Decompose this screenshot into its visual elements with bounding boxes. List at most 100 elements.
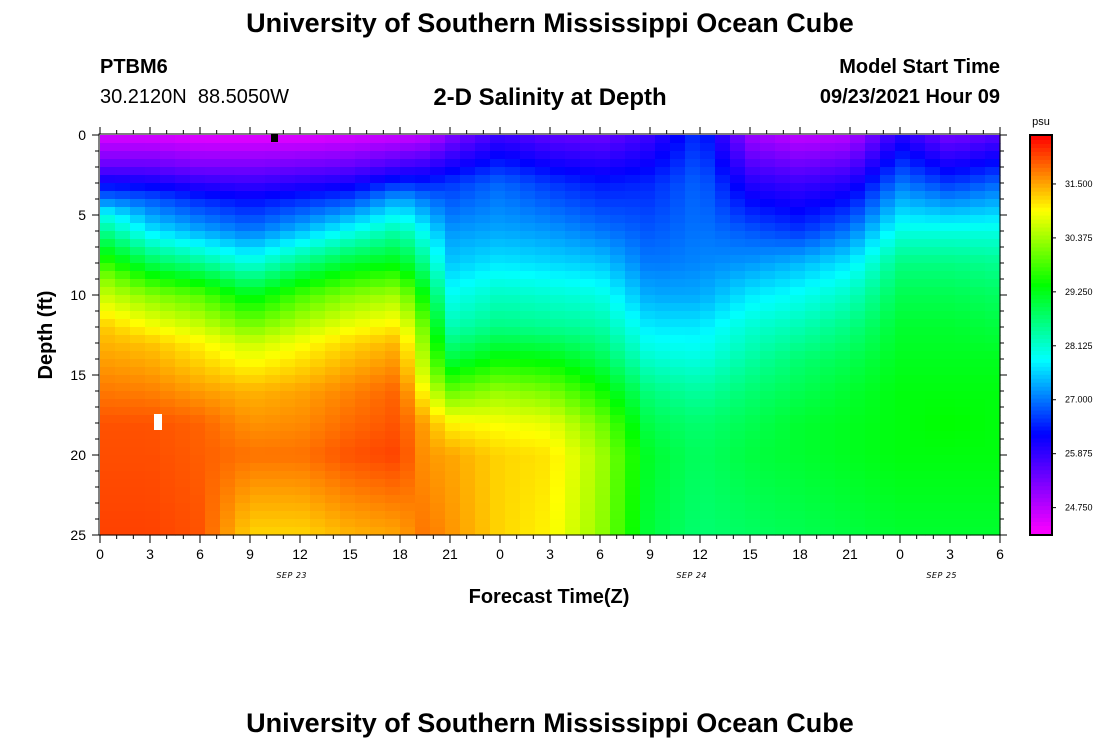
heatmap-cell [535, 255, 551, 264]
heatmap-cell [490, 303, 506, 312]
heatmap-cell [685, 407, 701, 416]
heatmap-cell [580, 279, 596, 288]
colorbar-segment [1031, 530, 1051, 535]
heatmap-cell [220, 367, 236, 376]
heatmap-cell [415, 335, 431, 344]
heatmap-cell [235, 351, 251, 360]
heatmap-cell [400, 423, 416, 432]
heatmap-cell [685, 199, 701, 208]
heatmap-cell [610, 175, 626, 184]
heatmap-cell [490, 143, 506, 152]
heatmap-cell [565, 527, 581, 536]
heatmap-cell [835, 143, 851, 152]
heatmap-cell [805, 255, 821, 264]
heatmap-cell [250, 319, 266, 328]
heatmap-cell [355, 255, 371, 264]
heatmap-cell [730, 335, 746, 344]
heatmap-cell [595, 183, 611, 192]
heatmap-cell [595, 319, 611, 328]
heatmap-cell [985, 167, 1001, 176]
colorbar-segment [1031, 203, 1051, 209]
heatmap-cell [535, 383, 551, 392]
heatmap-cell [895, 247, 911, 256]
heatmap-cell [940, 247, 956, 256]
heatmap-cell [505, 383, 521, 392]
heatmap-cell [340, 167, 356, 176]
heatmap-cell [925, 143, 941, 152]
heatmap-cell [205, 175, 221, 184]
heatmap-cell [310, 223, 326, 232]
colorbar-segment [1031, 382, 1051, 388]
heatmap-cell [775, 391, 791, 400]
heatmap-cell [490, 215, 506, 224]
heatmap-cell [760, 231, 776, 240]
heatmap-cell [490, 279, 506, 288]
heatmap-cell [535, 439, 551, 448]
heatmap-cell [910, 263, 926, 272]
heatmap-cell [805, 287, 821, 296]
heatmap-cell [280, 495, 296, 504]
heatmap-cell [655, 479, 671, 488]
heatmap-cell [370, 471, 386, 480]
heatmap-cell [475, 447, 491, 456]
x-tick-label: 18 [392, 546, 408, 562]
heatmap-cell [715, 143, 731, 152]
heatmap-cell [580, 431, 596, 440]
heatmap-cell [835, 415, 851, 424]
heatmap-cell [340, 367, 356, 376]
heatmap-cell [415, 399, 431, 408]
heatmap-cell [190, 463, 206, 472]
heatmap-cell [490, 295, 506, 304]
heatmap-cell [925, 207, 941, 216]
heatmap-cell [220, 463, 236, 472]
heatmap-cell [820, 327, 836, 336]
heatmap-cell [640, 327, 656, 336]
heatmap-cell [595, 239, 611, 248]
heatmap-cell [670, 159, 686, 168]
heatmap-cell [775, 359, 791, 368]
heatmap-cell [895, 367, 911, 376]
heatmap-cell [625, 431, 641, 440]
heatmap-cell [235, 223, 251, 232]
heatmap-cell [970, 151, 986, 160]
heatmap-cell [115, 391, 131, 400]
heatmap-cell [370, 151, 386, 160]
heatmap-cell [520, 463, 536, 472]
heatmap-cell [190, 479, 206, 488]
heatmap-cell [685, 135, 701, 144]
heatmap-cell [880, 463, 896, 472]
heatmap-cell [745, 183, 761, 192]
heatmap-cell [685, 471, 701, 480]
heatmap-cell [970, 415, 986, 424]
heatmap-cell [190, 471, 206, 480]
heatmap-cell [835, 503, 851, 512]
heatmap-cell [505, 335, 521, 344]
heatmap-cell [130, 143, 146, 152]
heatmap-cell [790, 159, 806, 168]
heatmap-cell [730, 175, 746, 184]
heatmap-cell [700, 143, 716, 152]
heatmap-cell [220, 495, 236, 504]
heatmap-cell [640, 287, 656, 296]
heatmap-cell [895, 455, 911, 464]
heatmap-cell [670, 511, 686, 520]
heatmap-cell [955, 311, 971, 320]
heatmap-cell [775, 351, 791, 360]
heatmap-cell [655, 247, 671, 256]
heatmap-cell [535, 503, 551, 512]
heatmap-cell [505, 311, 521, 320]
heatmap-cell [145, 311, 161, 320]
heatmap-cell [715, 271, 731, 280]
heatmap-cell [760, 287, 776, 296]
heatmap-cell [760, 383, 776, 392]
heatmap-cell [325, 375, 341, 384]
heatmap-cell [550, 391, 566, 400]
heatmap-cell [400, 359, 416, 368]
heatmap-cell [940, 223, 956, 232]
heatmap-cell [595, 279, 611, 288]
heatmap-cell [955, 199, 971, 208]
heatmap-cell [520, 375, 536, 384]
colorbar-segment [1031, 454, 1051, 459]
heatmap-cell [925, 431, 941, 440]
heatmap-cell [295, 271, 311, 280]
